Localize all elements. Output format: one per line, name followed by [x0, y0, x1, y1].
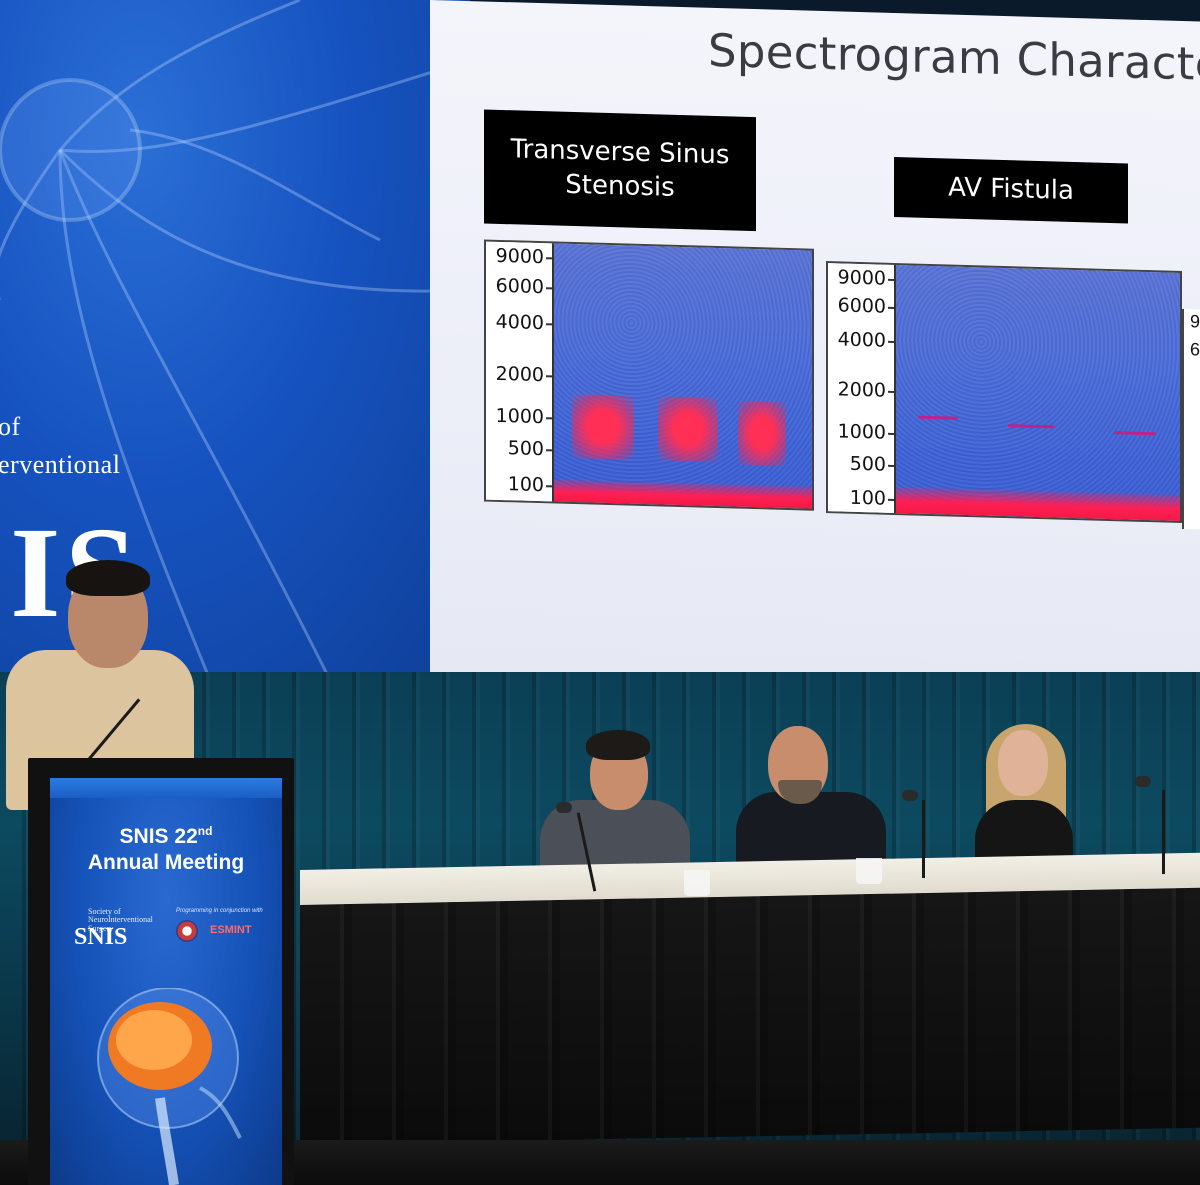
- microphone-head: [1135, 776, 1151, 787]
- podium-screen: SNIS 22nd Annual Meeting Society of Neur…: [50, 778, 282, 1185]
- society-small-line: Surgery: [88, 923, 114, 933]
- meeting-title: SNIS 22nd: [50, 824, 282, 849]
- y-tick-mark: [546, 287, 552, 290]
- y-tick-mark: [546, 449, 552, 452]
- energy-burst: [572, 393, 634, 460]
- y-tick-label: 1000: [495, 404, 544, 429]
- y-tick-mark: [546, 257, 552, 260]
- spectrogram-plot: [554, 243, 812, 509]
- y-tick-mark: [546, 323, 552, 326]
- y-tick-label: 1000: [837, 420, 886, 444]
- society-name-line-2: erventional: [0, 450, 121, 479]
- y-tick-label: 6: [1190, 339, 1200, 360]
- snis-logo: SNIS: [74, 924, 128, 950]
- microphone-head: [902, 790, 918, 801]
- microphone-head: [556, 802, 572, 813]
- y-tick-mark: [888, 498, 894, 501]
- spectrogram-plot: [896, 265, 1180, 521]
- y-tick-mark: [888, 432, 894, 435]
- neuron-graphic: [0, 0, 470, 680]
- panel-label-line: Stenosis: [565, 169, 675, 203]
- y-tick-label: 100: [849, 486, 886, 510]
- y-tick-label: 9000: [837, 266, 886, 290]
- y-tick-mark: [888, 306, 894, 309]
- y-tick-label: 500: [849, 452, 886, 476]
- society-small-line: Society of: [88, 907, 121, 916]
- flow-trace: [918, 415, 958, 420]
- slide-title: Spectrogram Characteriza: [708, 23, 1200, 94]
- spectrogram-stenosis: 9000 6000 4000 2000 1000 500 100: [484, 239, 814, 511]
- y-tick-label: 2000: [495, 362, 544, 387]
- y-tick-label: 500: [507, 437, 544, 461]
- y-tick-label: 2000: [837, 378, 886, 402]
- spectrogram-av-fistula: 9000 6000 4000 2000 1000 500 100: [826, 261, 1182, 524]
- meeting-subtitle: Annual Meeting: [87, 851, 245, 874]
- podium-banner: [50, 778, 282, 798]
- partner-emblem-icon: [176, 920, 198, 942]
- presentation-slide: Spectrogram Characteriza Transverse Sinu…: [430, 0, 1200, 694]
- esmint-logo: ESMINT: [210, 924, 252, 936]
- y-tick-label: 9: [1190, 311, 1200, 332]
- meeting-title-suffix: nd: [197, 824, 213, 838]
- flow-trace: [1114, 431, 1156, 436]
- y-axis: 9000 6000 4000 2000 1000 500 100: [486, 241, 554, 502]
- y-tick-mark: [888, 278, 894, 281]
- y-tick-mark: [546, 375, 552, 378]
- y-tick-mark: [546, 485, 552, 488]
- y-tick-label: 6000: [495, 274, 544, 299]
- y-tick-mark: [888, 340, 894, 343]
- society-small-line: NeuroInterventional: [88, 915, 153, 925]
- society-small-name: Society of NeuroInterventional Surgery: [88, 907, 153, 933]
- y-tick-mark: [546, 417, 552, 420]
- brain-skull-illustration: [97, 988, 242, 1185]
- panelist-hair: [586, 730, 650, 760]
- flow-trace: [1008, 424, 1054, 429]
- water-cup: [684, 870, 710, 896]
- y-tick-label: 100: [507, 473, 544, 497]
- water-cup: [856, 858, 882, 884]
- table-microphone: [922, 800, 925, 878]
- conjunction-note: Programming in conjunction with: [176, 908, 263, 914]
- y-tick-label: 9000: [495, 244, 544, 269]
- y-axis: 9000 6000 4000 2000 1000 500 100: [828, 263, 896, 514]
- speaker-hair: [66, 560, 150, 596]
- y-tick-label: 4000: [495, 310, 544, 335]
- panel-label-av-fistula: AV Fistula: [894, 156, 1128, 224]
- low-frequency-band: [554, 479, 812, 509]
- y-tick-mark: [888, 464, 894, 467]
- y-tick-label: 4000: [837, 328, 886, 352]
- energy-burst: [738, 400, 786, 466]
- low-frequency-band: [896, 487, 1180, 521]
- y-tick-label: 6000: [837, 294, 886, 318]
- table-microphone: [1162, 790, 1165, 874]
- y-tick-mark: [888, 390, 894, 393]
- panel-label-line: AV Fistula: [948, 172, 1074, 207]
- meeting-title-text: SNIS 22: [119, 825, 198, 848]
- panelist-head: [998, 730, 1048, 796]
- panel-label-stenosis: Transverse Sinus Stenosis: [484, 109, 756, 232]
- panel-label-line: Transverse Sinus: [510, 134, 730, 171]
- society-name-line-1: of: [0, 412, 21, 441]
- cut-off-spectrogram: 9 6: [1182, 309, 1200, 530]
- energy-burst: [658, 396, 718, 463]
- panel-table-cloth: [300, 887, 1200, 1145]
